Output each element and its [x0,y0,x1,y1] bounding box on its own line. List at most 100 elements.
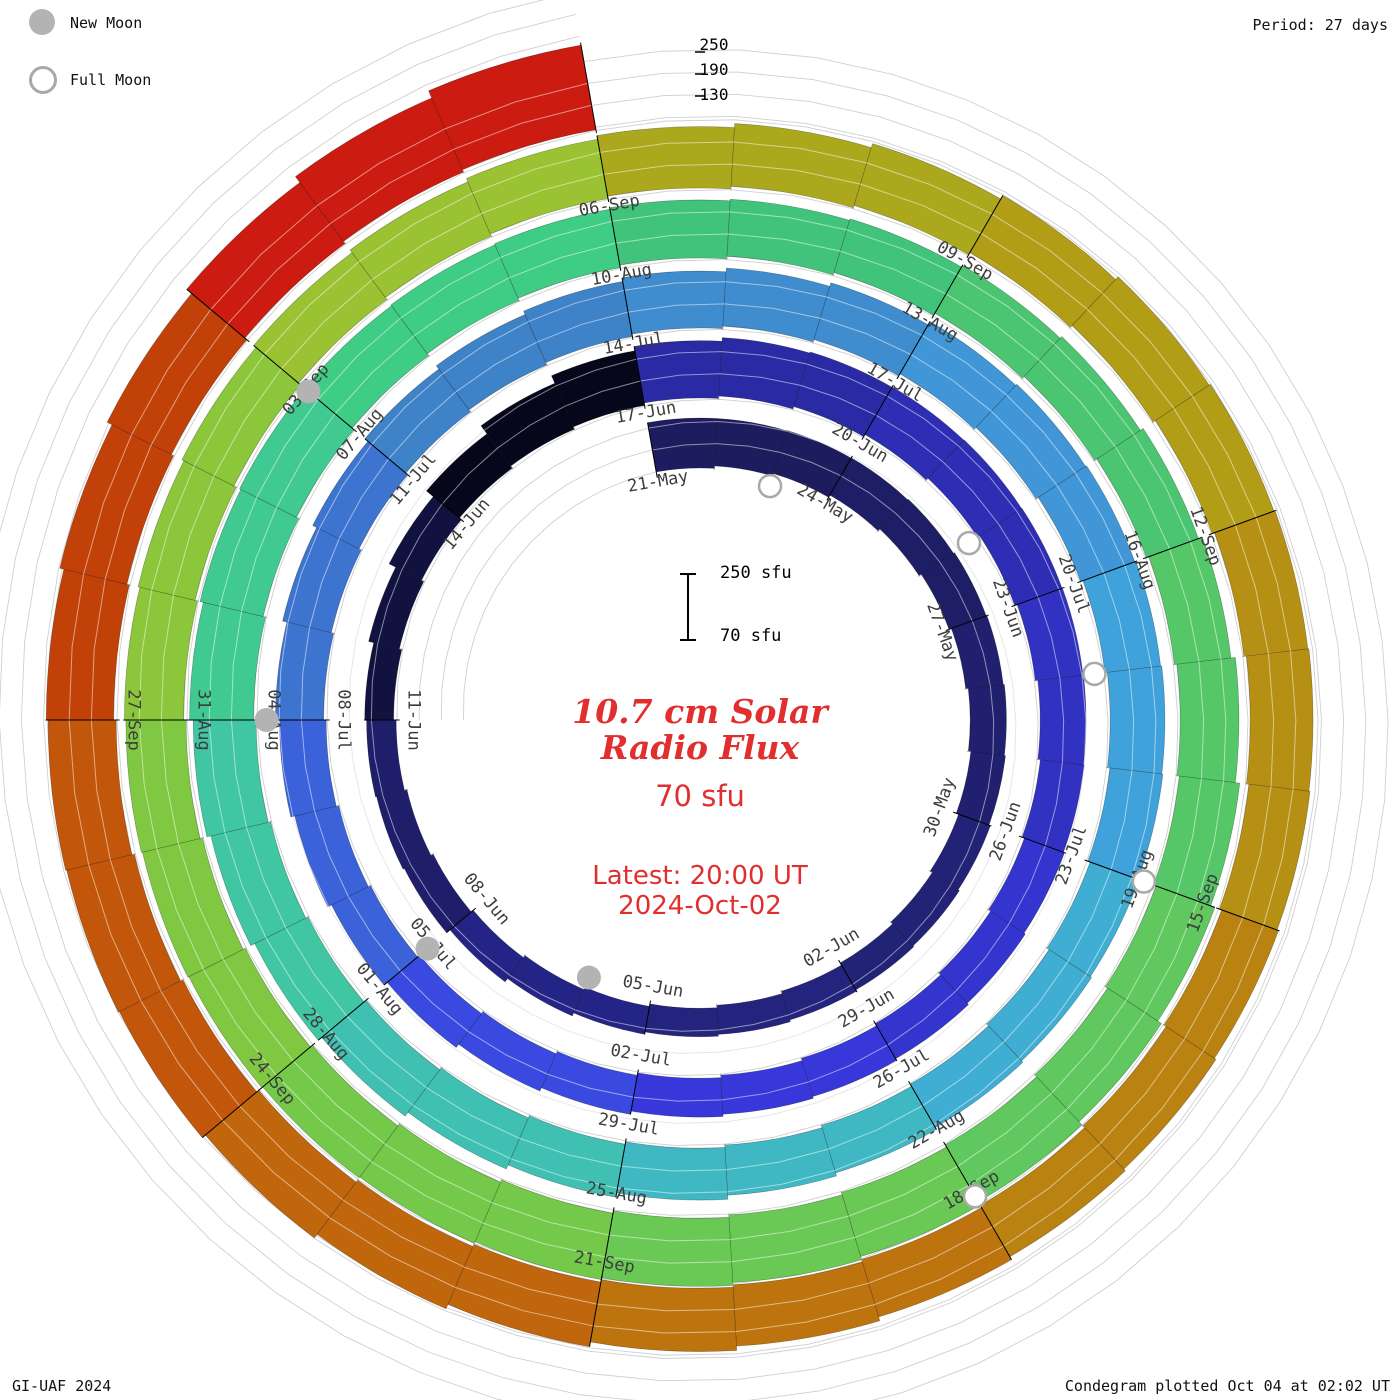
legend-full-moon-label: Full Moon [70,71,152,89]
current-flux-value: 70 sfu [655,778,745,813]
flux-segment [480,382,575,467]
day-tick [296,516,301,520]
day-tick [527,1114,531,1119]
day-tick [397,1122,401,1127]
flux-segment [447,1243,602,1348]
day-tick [336,804,341,807]
flux-segment [820,1086,937,1174]
day-tick [242,947,247,950]
flux-segment [368,566,425,650]
day-tick [472,1242,475,1247]
scale-bar-top-label: 250 sfu [720,563,792,583]
block-separator [600,1207,615,1281]
day-tick [131,853,136,856]
day-tick [1104,985,1108,989]
block-separator [1018,835,1067,854]
radial-tick-190: 190 [699,60,729,79]
block-separator [966,195,1004,258]
day-tick [987,908,991,912]
day-tick [840,1190,843,1195]
day-tick [368,884,372,887]
flux-segment [349,181,492,298]
flux-segment [210,821,307,947]
date-label: 27-Sep [124,689,144,750]
block-separator [838,959,858,993]
day-tick [1021,376,1025,380]
day-tick [500,1178,503,1183]
flux-segment [47,719,133,871]
day-tick [1034,497,1039,501]
block-separator [644,1000,652,1035]
full-moon-marker [956,530,982,556]
moon-markers [254,379,1157,1209]
new-moon-marker [296,379,321,404]
day-tick [877,528,881,533]
day-tick [973,427,977,431]
day-tick [852,205,855,210]
day-tick [268,821,273,823]
flux-segment [986,949,1092,1062]
block-separator [364,438,411,478]
radial-tick-250: 250 [699,35,729,54]
block-separator [608,206,622,272]
day-tick [305,915,310,919]
day-tick [928,870,933,874]
day-tick [355,1178,359,1183]
day-tick [545,362,548,367]
day-tick [126,583,131,586]
flux-segment [295,97,465,242]
latest-date: 2024-Oct-02 [618,890,782,921]
date-label: 31-Aug [194,689,214,750]
day-tick [780,989,783,994]
gridline-spiral-white [90,104,1275,1312]
day-tick [404,788,409,791]
block-separator [1216,907,1280,932]
new-moon-marker [415,936,440,961]
day-tick [985,1022,989,1027]
day-tick [1045,947,1050,950]
day-tick [573,426,576,431]
flux-segment [1246,648,1314,792]
flux-segment [644,1003,719,1038]
flux-segment [1037,674,1087,766]
flux-segment [390,244,520,354]
flux-segment [573,986,650,1035]
day-tick [462,169,465,174]
block-separator [931,264,964,319]
flux-segment [720,1060,814,1115]
day-tick [331,632,336,634]
block-separator [1084,859,1141,881]
flux-segment [967,684,1007,756]
flux-segment [728,1194,862,1283]
flux-segment [726,198,850,276]
block-separator [945,614,989,632]
day-tick [1069,325,1073,329]
day-tick [194,599,199,602]
chart-title-line2: Radio Flux [600,728,800,768]
flux-segments [45,44,1314,1352]
block-separator [615,1138,627,1198]
block-separator [1077,560,1138,584]
day-tick [1162,1024,1167,1027]
flux-segment [124,586,198,721]
date-label: 02-Jul [609,1041,673,1071]
flux-segment [927,439,1023,538]
flux-segment [1148,536,1232,665]
day-tick [262,616,268,618]
day-tick [171,454,176,457]
flux-segment [899,321,1017,430]
block-separator [186,288,250,343]
block-separator [1142,536,1203,560]
day-tick [233,485,238,489]
block-separator [826,455,853,501]
flux-segment [474,1179,614,1280]
flux-segment [988,837,1065,934]
day-tick [860,1257,863,1263]
scale-bar-bottom-label: 70 sfu [720,626,782,646]
block-separator [952,811,992,827]
day-tick [800,1056,803,1061]
flux-segment [364,642,403,721]
block-separator [446,907,477,934]
flux-segment [279,719,337,818]
